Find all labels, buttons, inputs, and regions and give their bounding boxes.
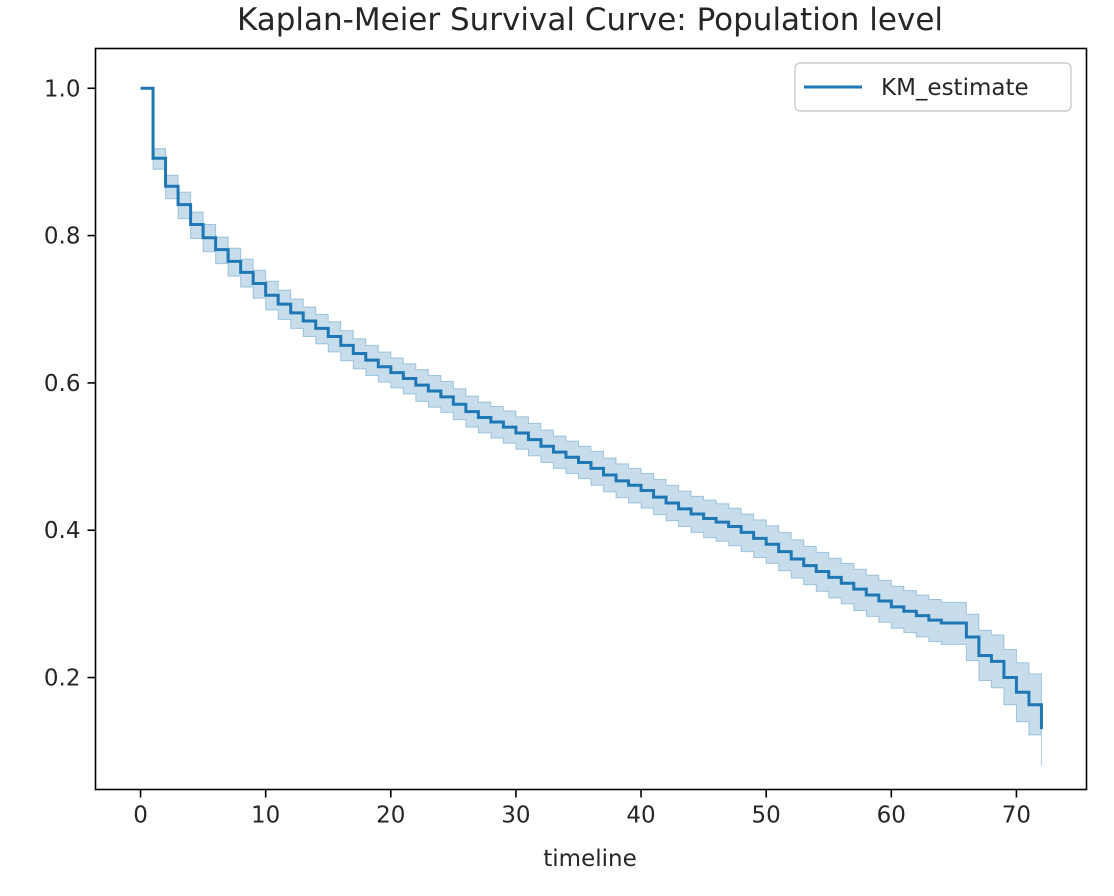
- survival-line-0: [140, 86, 1043, 730]
- y-tick-label: 0.4: [44, 518, 81, 544]
- x-tick-label: 50: [752, 803, 781, 829]
- legend: KM_estimate: [794, 62, 1072, 112]
- x-tick-label: 10: [251, 803, 280, 829]
- plot-area: [140, 86, 1043, 766]
- x-tick-label: 70: [1002, 803, 1031, 829]
- x-axis-label: timeline: [543, 846, 636, 872]
- x-tick-label: 0: [133, 803, 148, 829]
- legend-label-km-estimate: KM_estimate: [881, 75, 1029, 101]
- x-tick-label: 60: [877, 803, 906, 829]
- y-tick-label: 1.0: [44, 76, 81, 102]
- y-tick-label: 0.8: [44, 224, 81, 250]
- plot-frame: [94, 47, 1088, 791]
- chart-title: Kaplan-Meier Survival Curve: Population …: [237, 2, 943, 38]
- x-tick-label: 30: [501, 803, 530, 829]
- x-tick-label: 40: [626, 803, 655, 829]
- axis-ticks: 0 10 20 30 40 50 60 70 0.2 0.4 0.6 0.8 1.0: [44, 76, 1031, 828]
- x-tick-label: 20: [376, 803, 405, 829]
- legend-box: [794, 62, 1072, 112]
- y-tick-label: 0.6: [44, 371, 81, 397]
- y-tick-label: 0.2: [44, 666, 81, 692]
